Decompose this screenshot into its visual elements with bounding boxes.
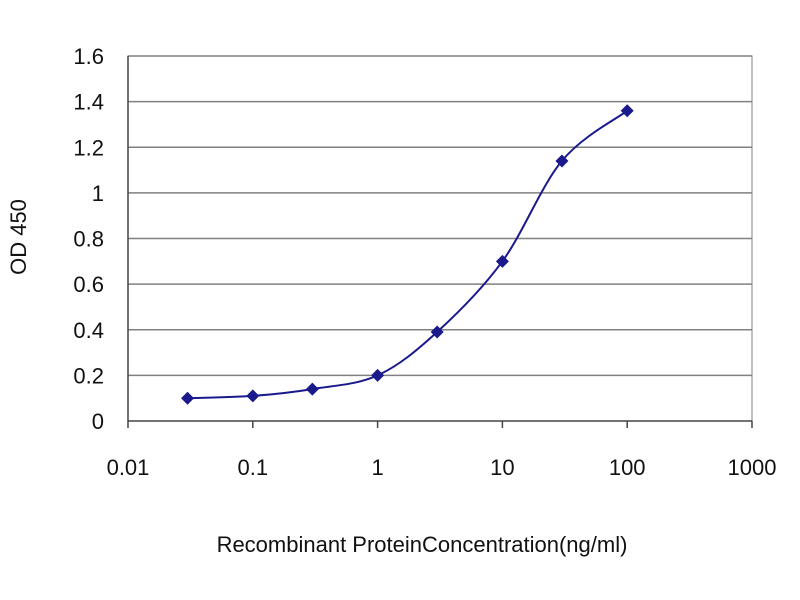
y-tick-labels: 0 0.2 0.4 0.6 0.8 1 1.2 1.4 1.6 bbox=[73, 44, 104, 434]
y-tick-label: 1.4 bbox=[73, 90, 104, 115]
x-tick-labels: 0.01 0.1 1 10 100 1000 bbox=[107, 455, 777, 480]
x-tick-label: 0.1 bbox=[238, 455, 269, 480]
data-point bbox=[371, 368, 385, 382]
data-point bbox=[430, 325, 444, 339]
data-point bbox=[555, 154, 569, 168]
x-tick-label: 100 bbox=[609, 455, 646, 480]
x-axis-label: Recombinant ProteinConcentration(ng/ml) bbox=[217, 532, 628, 557]
axes bbox=[127, 56, 753, 428]
y-tick-label: 1 bbox=[92, 181, 104, 206]
y-tick-label: 0.6 bbox=[73, 272, 104, 297]
y-tick-label: 0.4 bbox=[73, 318, 104, 343]
x-tick-label: 1 bbox=[371, 455, 383, 480]
y-tick-label: 0 bbox=[92, 409, 104, 434]
data-point bbox=[246, 389, 260, 403]
x-tick-label: 0.01 bbox=[107, 455, 150, 480]
data-point bbox=[305, 382, 319, 396]
data-point bbox=[495, 254, 509, 268]
series-group bbox=[181, 104, 634, 405]
x-tick-label: 10 bbox=[490, 455, 514, 480]
y-tick-label: 1.2 bbox=[73, 135, 104, 160]
data-point bbox=[181, 391, 195, 405]
y-tick-label: 0.8 bbox=[73, 227, 104, 252]
gridlines bbox=[128, 55, 752, 377]
y-tick-label: 1.6 bbox=[73, 44, 104, 69]
data-point bbox=[620, 104, 634, 118]
y-tick-label: 0.2 bbox=[73, 363, 104, 388]
x-tick-label: 1000 bbox=[728, 455, 777, 480]
y-axis-label: OD 450 bbox=[6, 199, 31, 275]
